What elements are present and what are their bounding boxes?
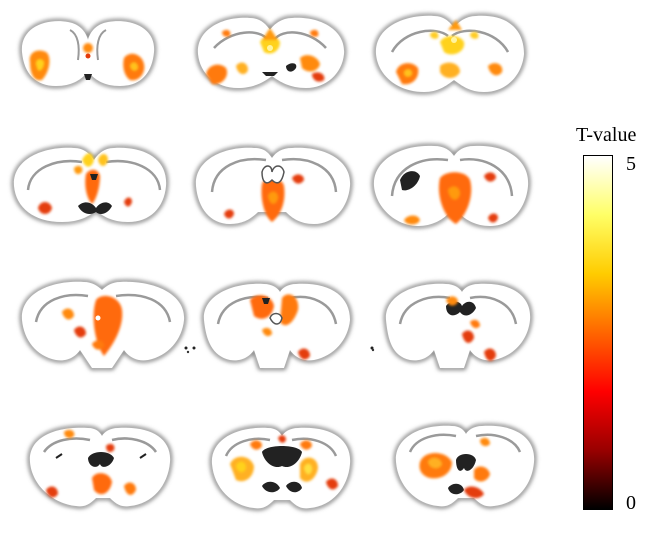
colorbar <box>583 155 613 510</box>
brain-slice-8 <box>192 281 353 370</box>
speck <box>371 348 375 352</box>
brain-slice-10 <box>27 425 173 509</box>
colorbar-max-label: 5 <box>626 153 636 175</box>
brain-slice-3 <box>373 13 527 95</box>
brain-slice-4 <box>11 145 169 225</box>
speck <box>186 350 190 354</box>
colorbar-title: T-value <box>576 124 637 146</box>
brain-slice-11 <box>209 425 353 511</box>
brain-slice-6 <box>371 143 531 229</box>
brain-slice-7 <box>19 279 188 370</box>
brain-slice-12 <box>393 423 537 509</box>
brain-slice-1 <box>19 19 157 89</box>
brain-slice-9 <box>370 281 533 370</box>
colorbar-min-label: 0 <box>626 492 636 514</box>
brain-slice-5 <box>193 145 353 227</box>
brain-slice-2 <box>195 15 347 91</box>
